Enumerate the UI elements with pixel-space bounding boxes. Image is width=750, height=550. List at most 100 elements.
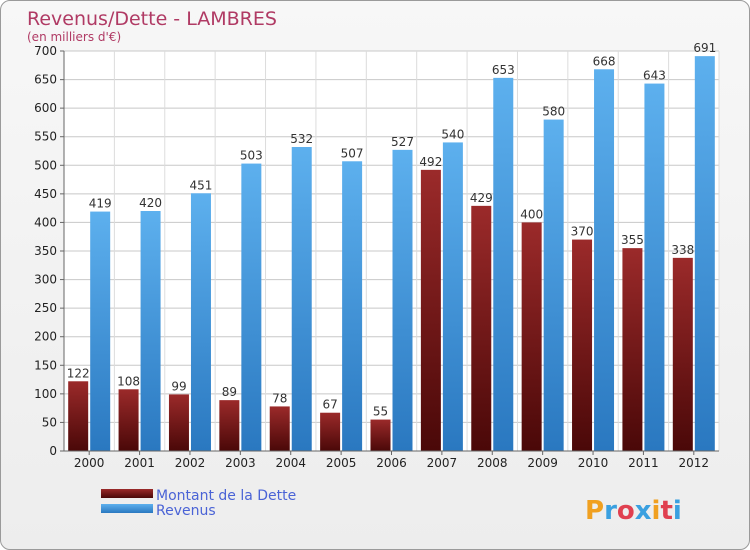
value-label-revenus: 507 [341, 146, 364, 160]
logo-letter: o [617, 496, 635, 526]
bar-revenus [90, 211, 111, 451]
proxiti-logo-text: Proxiti [585, 496, 682, 526]
value-label-dette: 355 [621, 233, 644, 247]
y-tick-label: 350 [34, 244, 57, 258]
bar-dette [370, 419, 391, 451]
bar-dette [572, 239, 593, 451]
y-tick-label: 300 [34, 273, 57, 287]
axes: 0 50 100 150 200 250 300 350 400 450 500 550 600 650 7… [34, 44, 719, 470]
logo-letter: x [635, 496, 652, 526]
value-label-dette: 429 [470, 191, 493, 205]
x-tick-label: 2011 [628, 456, 659, 470]
value-label-revenus: 420 [139, 196, 162, 210]
y-tick-label: 200 [34, 330, 57, 344]
grid [63, 50, 720, 452]
bar-dette [219, 400, 240, 451]
legend-label-revenus: Revenus [156, 503, 216, 519]
bar-dette [471, 205, 492, 451]
bar-revenus [543, 119, 564, 452]
bar-revenus [594, 69, 615, 452]
y-tick-label: 600 [34, 101, 57, 115]
x-tick-label: 2004 [275, 456, 306, 470]
y-tick-label: 500 [34, 158, 57, 172]
legend-swatch-debt [101, 489, 153, 498]
bar-revenus [392, 149, 413, 451]
y-tick-label: 50 [42, 415, 57, 429]
y-tick-label: 250 [34, 301, 57, 315]
value-label-revenus: 653 [492, 63, 515, 77]
bar-dette [672, 257, 693, 451]
bar-revenus [342, 161, 363, 452]
x-tick-label: 2001 [124, 456, 155, 470]
y-tick-label: 650 [34, 73, 57, 87]
bar-dette [622, 248, 643, 451]
x-tick-label: 2000 [74, 456, 105, 470]
x-tick-label: 2009 [527, 456, 558, 470]
bar-dette [269, 406, 290, 451]
bar-revenus [291, 147, 312, 451]
legend-label-debt: Montant de la Dette [156, 488, 296, 504]
bar-revenus [493, 77, 514, 451]
logo-letter: P [585, 496, 604, 526]
y-tick-label: 100 [34, 387, 57, 401]
x-tick-label: 2007 [427, 456, 458, 470]
value-label-dette: 400 [520, 207, 543, 221]
x-tick-label: 2002 [175, 456, 206, 470]
value-labels: 122 419 108 420 99 451 89 503 78 532 67 507 55 527 492… [67, 41, 717, 418]
x-tick-label: 2012 [679, 456, 710, 470]
bar-revenus [442, 142, 463, 451]
chart-title: Revenus/Dette - LAMBRES [27, 8, 277, 30]
x-tick-label: 2008 [477, 456, 508, 470]
value-label-dette: 122 [67, 366, 90, 380]
value-label-revenus: 580 [542, 105, 565, 119]
value-label-dette: 89 [222, 385, 237, 399]
bar-dette [420, 169, 441, 451]
bar-dette [68, 381, 89, 451]
value-label-revenus: 643 [643, 69, 666, 83]
y-tick-label: 450 [34, 187, 57, 201]
bar-revenus [190, 193, 211, 452]
chart-subtitle: (en milliers d'€) [27, 30, 121, 44]
bar-dette [118, 389, 139, 451]
value-label-dette: 108 [117, 374, 140, 388]
value-label-dette: 55 [373, 405, 388, 419]
bar-dette [320, 412, 341, 451]
bar-dette [168, 394, 189, 451]
legend: Montant de la Dette Revenus [101, 488, 296, 519]
y-tick-label: 0 [49, 444, 57, 458]
x-tick-label: 2006 [376, 456, 407, 470]
logo-letter: t [660, 496, 672, 526]
logo-letter: r [604, 496, 617, 526]
value-label-dette: 99 [171, 379, 186, 393]
proxiti-logo: Proxiti [585, 496, 682, 526]
value-label-revenus: 540 [441, 127, 464, 141]
value-label-dette: 67 [322, 398, 337, 412]
value-label-revenus: 668 [593, 54, 616, 68]
y-tick-label: 150 [34, 358, 57, 372]
bar-dette [521, 222, 542, 451]
logo-letter: i [652, 496, 661, 526]
bar-revenus [694, 56, 715, 452]
value-label-revenus: 532 [290, 132, 313, 146]
value-label-revenus: 419 [89, 197, 112, 211]
value-label-revenus: 527 [391, 135, 414, 149]
x-tick-label: 2005 [326, 456, 357, 470]
y-tick-label: 550 [34, 130, 57, 144]
legend-swatch-revenus [101, 504, 153, 513]
y-tick-label: 400 [34, 215, 57, 229]
bar-revenus [644, 83, 665, 452]
logo-letter: i [673, 496, 682, 526]
value-label-dette: 78 [272, 391, 287, 405]
value-label-dette: 492 [419, 155, 442, 169]
bars [68, 56, 715, 452]
x-tick-label: 2010 [578, 456, 609, 470]
value-label-revenus: 503 [240, 149, 263, 163]
x-tick-label: 2003 [225, 456, 256, 470]
value-label-revenus: 451 [190, 178, 213, 192]
value-label-dette: 338 [671, 243, 694, 257]
value-label-revenus: 691 [693, 41, 716, 55]
value-label-dette: 370 [571, 225, 594, 239]
y-tick-label: 700 [34, 44, 57, 58]
